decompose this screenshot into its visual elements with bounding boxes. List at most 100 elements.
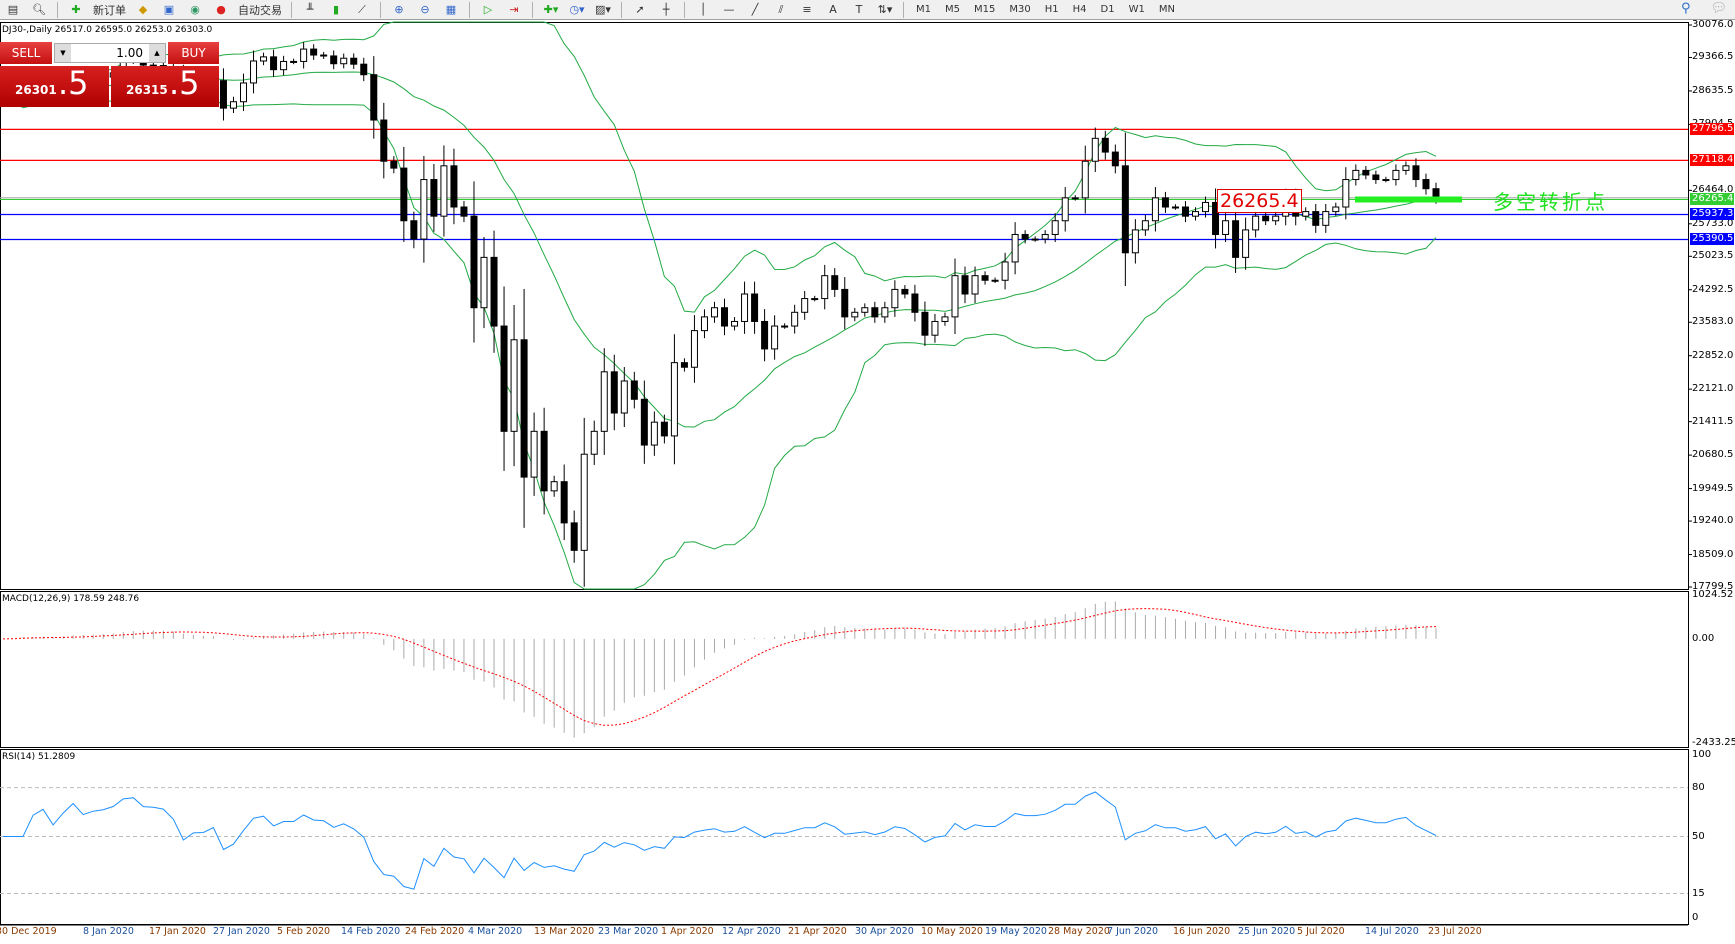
timeframe-h1[interactable]: H1 xyxy=(1044,4,1059,15)
candle-body xyxy=(680,362,688,368)
candle-body xyxy=(670,362,678,437)
candle-body xyxy=(310,48,318,56)
candle-body xyxy=(971,275,979,295)
auto-trading-button[interactable]: 自动交易 xyxy=(238,3,282,17)
horizontal-line-icon[interactable]: — xyxy=(723,3,735,16)
zoom-out-icon[interactable]: ⊖ xyxy=(420,3,430,16)
timeframe-d1[interactable]: D1 xyxy=(1100,4,1115,15)
timeframe-m1[interactable]: M1 xyxy=(916,4,931,15)
candle-body xyxy=(560,481,568,524)
zoom-page-icon[interactable]: 🔍︎ xyxy=(32,3,46,16)
signal-icon[interactable]: ◉ xyxy=(190,3,200,16)
lot-input[interactable]: 1.00 xyxy=(116,46,143,60)
buy-button[interactable]: BUY xyxy=(168,42,219,64)
candle-body xyxy=(660,421,668,437)
tile-icon[interactable]: ▦ xyxy=(445,3,457,16)
chat-icon[interactable]: 💬︎ xyxy=(1710,1,1727,16)
line-chart-icon[interactable]: ⟋ xyxy=(358,2,366,16)
candle-body xyxy=(1392,169,1400,181)
candle-body xyxy=(340,57,348,65)
candle-body xyxy=(911,293,919,313)
candle-body xyxy=(761,320,769,350)
indicators-icon[interactable]: ✚▾ xyxy=(543,3,559,16)
sell-button[interactable]: SELL xyxy=(0,42,52,64)
timeframe-h4[interactable]: H4 xyxy=(1072,4,1087,15)
date-axis-label: 30 Apr 2020 xyxy=(855,926,914,937)
candle-body xyxy=(590,430,598,455)
price-annotation-box[interactable]: 26265.4 xyxy=(1217,189,1302,213)
candle-body xyxy=(1382,179,1390,182)
date-axis-label: 25 Jun 2020 xyxy=(1238,926,1296,937)
price-axis-label: 28635.5 xyxy=(1692,84,1734,96)
timeframe-m5[interactable]: M5 xyxy=(945,4,960,15)
candle-body xyxy=(811,298,819,301)
buy-price-pips: .5 xyxy=(169,64,200,102)
lot-decrease-icon[interactable]: ▼ xyxy=(55,44,71,62)
rsi-axis-label: 0 xyxy=(1692,912,1699,923)
pivot-annotation-text[interactable]: 多空转折点 xyxy=(1493,190,1608,214)
candle-body xyxy=(731,320,739,327)
crosshair-icon[interactable]: ┼ xyxy=(662,3,670,16)
candle-body xyxy=(1252,215,1260,231)
lot-increase-icon[interactable]: ▲ xyxy=(149,44,165,62)
document-icon[interactable]: ▤ xyxy=(7,3,19,16)
candle-body xyxy=(721,307,729,327)
bollinger-lower xyxy=(2,98,1437,590)
price-axis-label: 29366.5 xyxy=(1692,51,1734,63)
candle-body xyxy=(1232,220,1240,258)
navigator-icon[interactable]: ▣ xyxy=(163,3,175,16)
price-axis-label: 20680.5 xyxy=(1692,449,1734,461)
arrows-icon[interactable]: ⇅▾ xyxy=(877,3,893,16)
candle-body xyxy=(1051,220,1059,235)
separator xyxy=(684,1,685,18)
candle-body xyxy=(1001,261,1009,281)
new-order-icon[interactable]: ✚ xyxy=(71,3,81,16)
zoom-in-icon[interactable]: ⊕ xyxy=(394,3,404,16)
candle-body xyxy=(1422,179,1430,190)
candle-body xyxy=(520,339,528,478)
periods-icon[interactable]: ◷▾ xyxy=(569,3,585,16)
candle-body xyxy=(861,307,869,313)
chart-shift-icon[interactable]: ⇥ xyxy=(509,3,519,16)
price-axis-label: 23583.0 xyxy=(1692,316,1734,328)
autoscroll-icon[interactable]: ▷ xyxy=(483,3,493,16)
price-axis-label: 24292.5 xyxy=(1692,283,1734,295)
equidistant-channel-icon[interactable]: ⫽ xyxy=(778,2,784,16)
candle-body xyxy=(300,48,308,62)
timeframe-m15[interactable]: M15 xyxy=(974,4,996,15)
cursor-icon[interactable]: ➚ xyxy=(635,3,645,16)
vertical-line-icon[interactable]: │ xyxy=(699,3,707,16)
candle-body xyxy=(1302,211,1310,217)
rsi-line xyxy=(3,791,1437,890)
trendline-icon[interactable]: ╱ xyxy=(751,3,759,16)
candle-body xyxy=(219,80,227,109)
macd-pane-border xyxy=(0,591,1689,748)
search-icon[interactable]: ⚲ xyxy=(1680,1,1691,16)
price-level-tag: 25390.5 xyxy=(1690,233,1734,246)
candle-body xyxy=(851,311,859,318)
candle-body xyxy=(1071,197,1079,200)
date-axis-label: 27 Jan 2020 xyxy=(213,926,270,937)
auto-trading-icon[interactable]: ● xyxy=(216,3,226,16)
candle-body xyxy=(260,56,268,62)
lot-size-stepper[interactable]: ▼ 1.00 ▲ xyxy=(54,43,166,63)
timeframe-mn[interactable]: MN xyxy=(1158,4,1175,15)
candle-body xyxy=(1332,206,1340,213)
candlestick-icon[interactable]: ▮ xyxy=(332,3,340,16)
bar-chart-icon[interactable]: ╨ xyxy=(306,3,314,16)
fibonacci-icon[interactable]: ≡ xyxy=(802,3,812,16)
timeframe-w1[interactable]: W1 xyxy=(1128,4,1145,15)
sell-price: 26301 xyxy=(15,83,57,97)
buy-price-button[interactable]: 26315 .5 xyxy=(111,64,219,107)
date-axis-label: 24 Feb 2020 xyxy=(405,926,465,937)
new-order-button[interactable]: 新订单 xyxy=(93,3,126,17)
candle-body xyxy=(650,421,658,446)
templates-icon[interactable]: ▨▾ xyxy=(595,3,611,16)
text-label-icon[interactable]: T xyxy=(855,3,863,16)
sell-price-button[interactable]: 26301 .5 xyxy=(0,64,109,107)
gold-icon[interactable]: ◆ xyxy=(138,3,148,16)
candle-body xyxy=(831,275,839,290)
text-icon[interactable]: A xyxy=(829,3,837,16)
timeframe-m30[interactable]: M30 xyxy=(1009,4,1031,15)
